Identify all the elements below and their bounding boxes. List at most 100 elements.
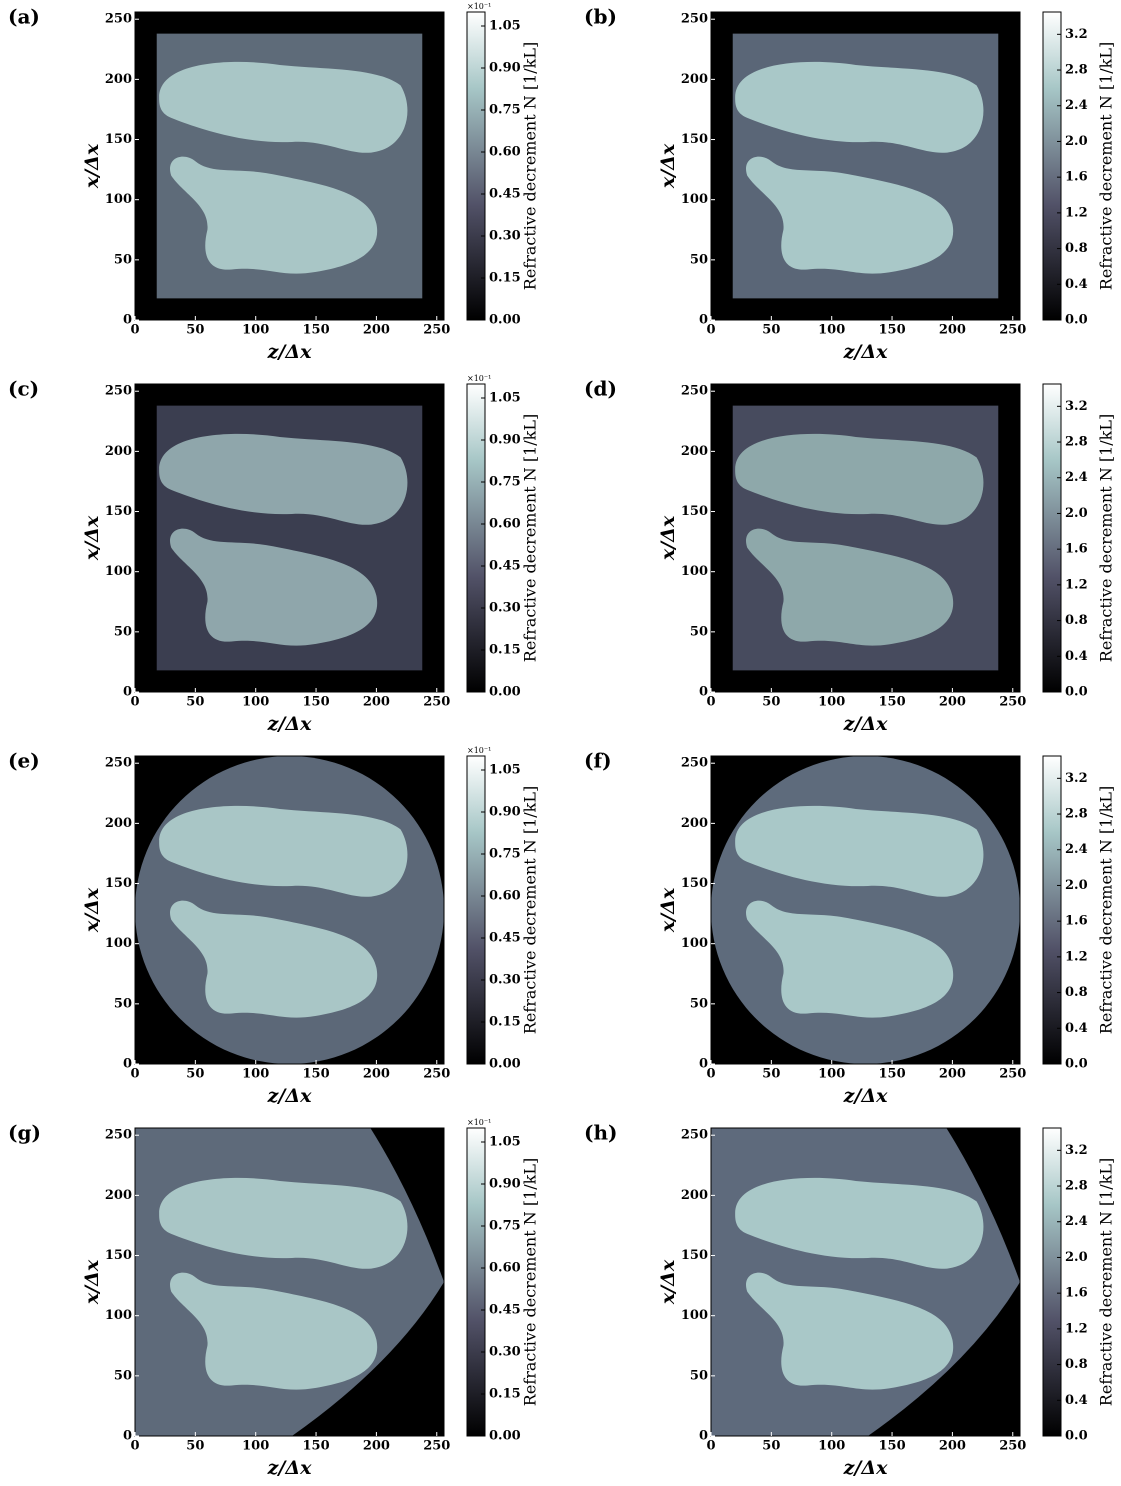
y-tick-label: 50 <box>690 252 708 267</box>
y-tick-label: 150 <box>681 1248 708 1263</box>
x-axis-label: z/Δx <box>267 1085 312 1107</box>
colorbar <box>1042 383 1062 693</box>
x-tick-label: 50 <box>762 323 780 338</box>
colorbar-tick-label: 0.8 <box>1065 241 1088 256</box>
y-tick-label: 150 <box>105 876 132 891</box>
x-axis-label: z/Δx <box>843 713 888 735</box>
colorbar <box>466 1127 486 1437</box>
image <box>135 756 444 1064</box>
y-tick-label: 50 <box>114 1368 132 1383</box>
y-tick-label: 150 <box>105 1248 132 1263</box>
colorbar <box>466 11 486 321</box>
colorbar-tick-label: 1.6 <box>1065 170 1088 185</box>
panel-label: (h) <box>584 1121 617 1145</box>
colorbar-label: Refractive decrement N [1/kL] <box>521 414 540 662</box>
colorbar-tick-label: 0.8 <box>1065 985 1088 1000</box>
panel: 0 50 100 150 200 250 0 50 100 150 200 250 z/Δx x/Δx (d… <box>584 377 1116 736</box>
colorbar-tick-label: 2.0 <box>1065 506 1088 521</box>
panel-label: (f) <box>584 749 612 773</box>
y-axis-label: x/Δx <box>81 887 103 933</box>
colorbar-tick-label: 0.0 <box>1065 685 1088 700</box>
x-tick-label: 0 <box>706 323 715 338</box>
colorbar <box>466 383 486 693</box>
y-tick-label: 150 <box>105 504 132 519</box>
x-tick-label: 50 <box>762 1439 780 1454</box>
x-tick-label: 200 <box>363 695 390 710</box>
colorbar-tick-label: 1.05 <box>489 391 521 406</box>
colorbar-tick-label: 0.4 <box>1065 277 1088 292</box>
colorbar-label: Refractive decrement N [1/kL] <box>1097 42 1116 290</box>
x-tick-label: 250 <box>999 1067 1026 1082</box>
object <box>159 433 408 525</box>
x-tick-label: 0 <box>706 1439 715 1454</box>
x-tick-label: 150 <box>302 1067 329 1082</box>
colorbar-tick-label: 1.2 <box>1065 205 1088 220</box>
x-tick-label: 200 <box>363 1067 390 1082</box>
y-tick-label: 50 <box>114 624 132 639</box>
colorbar-tick-label: 2.4 <box>1065 98 1088 113</box>
x-tick-label: 250 <box>999 1439 1026 1454</box>
colorbar-tick-label: 2.8 <box>1065 63 1088 78</box>
y-tick-label: 0 <box>123 313 132 328</box>
x-tick-label: 150 <box>878 1439 905 1454</box>
y-tick-label: 0 <box>699 1429 708 1444</box>
colorbar-tick-label: 0.90 <box>489 433 521 448</box>
colorbar-tick-label: 1.2 <box>1065 577 1088 592</box>
colorbar-tick-label: 0.30 <box>489 1345 521 1360</box>
image <box>732 33 999 299</box>
object <box>170 900 378 1018</box>
image <box>156 405 423 671</box>
axes-frame <box>710 1127 1021 1437</box>
panel: 0 50 100 150 200 250 0 50 100 150 200 250 z/Δx x/Δx (a… <box>8 2 540 363</box>
colorbar-tick-label: 0.75 <box>489 1219 521 1234</box>
y-axis-label: x/Δx <box>657 515 679 561</box>
x-axis-label: z/Δx <box>843 1085 888 1107</box>
x-tick-label: 0 <box>130 1439 139 1454</box>
object <box>159 61 408 153</box>
x-tick-label: 50 <box>186 695 204 710</box>
colorbar-tick-label: 0.00 <box>489 1057 521 1072</box>
x-tick-label: 200 <box>939 323 966 338</box>
panel: 0 50 100 150 200 250 0 50 100 150 200 250 z/Δx x/Δx (f… <box>584 749 1116 1108</box>
y-tick-label: 200 <box>681 72 708 87</box>
colorbar-tick-label: 2.8 <box>1065 435 1088 450</box>
object <box>159 805 408 897</box>
colorbar-tick-label: 2.8 <box>1065 1179 1088 1194</box>
colorbar-tick-label: 0.60 <box>489 145 521 160</box>
x-tick-label: 50 <box>762 1067 780 1082</box>
y-axis-label: x/Δx <box>657 143 679 189</box>
x-tick-label: 100 <box>818 1439 845 1454</box>
colorbar-tick-label: 3.2 <box>1065 1143 1088 1158</box>
x-tick-label: 250 <box>999 323 1026 338</box>
y-tick-label: 200 <box>681 816 708 831</box>
object <box>735 433 984 525</box>
y-axis-label: x/Δx <box>81 1259 103 1305</box>
y-tick-label: 50 <box>690 996 708 1011</box>
y-tick-label: 100 <box>105 192 132 207</box>
object <box>746 156 954 274</box>
x-tick-label: 100 <box>242 323 269 338</box>
panel-label: (g) <box>8 1121 41 1145</box>
colorbar-tick-label: 0.8 <box>1065 1357 1088 1372</box>
y-axis-label: x/Δx <box>81 515 103 561</box>
y-tick-label: 100 <box>105 1308 132 1323</box>
x-tick-label: 200 <box>939 1067 966 1082</box>
y-tick-label: 200 <box>105 816 132 831</box>
y-tick-label: 200 <box>105 72 132 87</box>
colorbar-tick-label: 0.15 <box>489 271 521 286</box>
colorbar-tick-label: 1.2 <box>1065 1321 1088 1336</box>
colorbar-tick-label: 0.45 <box>489 1303 521 1318</box>
colorbar <box>1042 1127 1062 1437</box>
x-axis-label: z/Δx <box>267 1457 312 1479</box>
axes-frame <box>710 11 1021 321</box>
y-tick-label: 100 <box>105 564 132 579</box>
y-tick-label: 200 <box>105 444 132 459</box>
colorbar-tick-label: 1.2 <box>1065 949 1088 964</box>
axes-frame <box>710 383 1021 693</box>
colorbar-tick-label: 0.30 <box>489 601 521 616</box>
y-tick-label: 50 <box>690 1368 708 1383</box>
colorbar-tick-label: 0.45 <box>489 931 521 946</box>
colorbar-tick-label: 1.05 <box>489 19 521 34</box>
colorbar-tick-label: 2.0 <box>1065 1250 1088 1265</box>
panel-label: (a) <box>8 5 40 29</box>
